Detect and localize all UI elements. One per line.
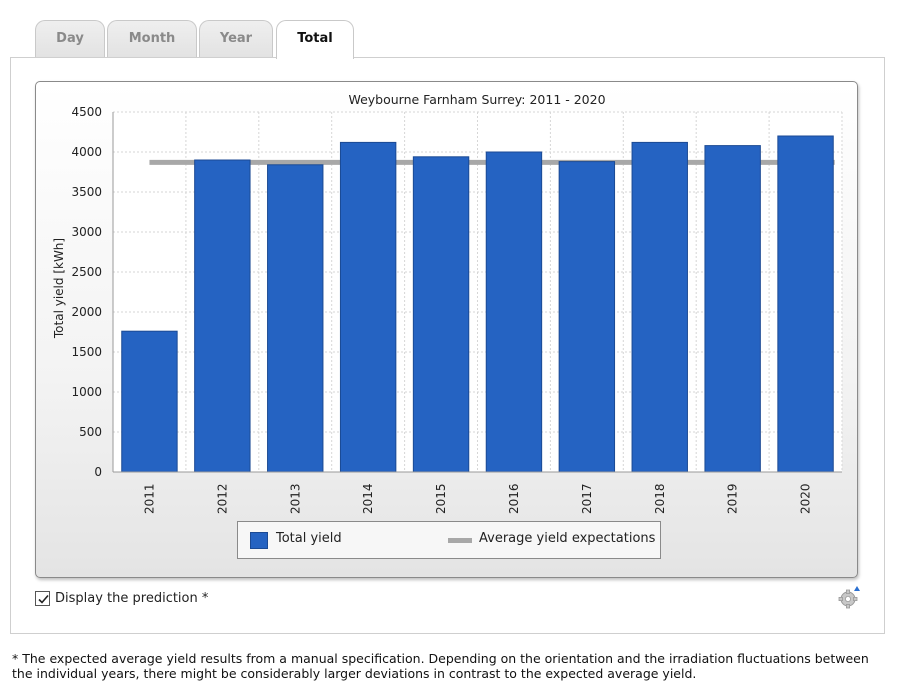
display-prediction-checkbox[interactable] [35, 590, 50, 606]
footnote: * The expected average yield results fro… [12, 651, 869, 681]
tab-day[interactable]: Day [35, 20, 105, 58]
tab-year[interactable]: Year [199, 20, 273, 58]
display-prediction-label: Display the prediction * [55, 590, 209, 606]
chart-container [35, 81, 858, 578]
tab-total[interactable]: Total [276, 20, 354, 59]
chart-settings-gear-icon[interactable] [838, 585, 862, 609]
legend-swatch-average [448, 538, 472, 543]
checkmark-icon [38, 594, 49, 604]
display-prediction-option: Display the prediction * [35, 589, 208, 607]
legend-label-average: Average yield expectations [479, 531, 656, 546]
legend-swatch-total-yield [250, 532, 268, 549]
tab-month[interactable]: Month [107, 20, 197, 58]
chart-legend: Total yield Average yield expectations [237, 521, 661, 559]
legend-label-total-yield: Total yield [276, 531, 342, 546]
